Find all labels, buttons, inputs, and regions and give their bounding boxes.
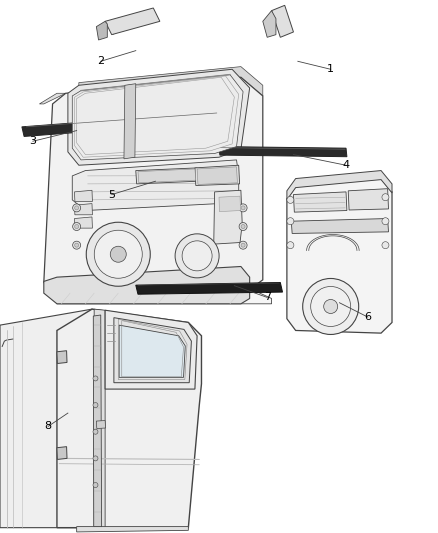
Polygon shape bbox=[57, 447, 67, 459]
Circle shape bbox=[239, 204, 247, 212]
Circle shape bbox=[311, 286, 351, 327]
Polygon shape bbox=[44, 266, 250, 304]
Circle shape bbox=[93, 429, 98, 434]
Polygon shape bbox=[57, 351, 67, 364]
Circle shape bbox=[73, 204, 81, 212]
Polygon shape bbox=[119, 325, 185, 377]
Circle shape bbox=[175, 234, 219, 278]
Text: 5: 5 bbox=[108, 190, 115, 199]
Polygon shape bbox=[105, 310, 197, 389]
Circle shape bbox=[73, 222, 81, 231]
Polygon shape bbox=[44, 77, 263, 296]
Text: 8: 8 bbox=[45, 422, 52, 431]
Circle shape bbox=[382, 217, 389, 225]
Circle shape bbox=[93, 482, 98, 488]
Polygon shape bbox=[272, 5, 293, 37]
Polygon shape bbox=[291, 219, 389, 233]
Circle shape bbox=[324, 300, 338, 313]
Polygon shape bbox=[22, 112, 221, 136]
Polygon shape bbox=[195, 165, 240, 185]
Polygon shape bbox=[74, 190, 92, 201]
Circle shape bbox=[86, 222, 150, 286]
Polygon shape bbox=[136, 282, 283, 294]
Circle shape bbox=[382, 241, 389, 249]
Polygon shape bbox=[197, 167, 237, 184]
Circle shape bbox=[93, 456, 98, 461]
Polygon shape bbox=[77, 527, 188, 532]
Polygon shape bbox=[57, 309, 201, 528]
Polygon shape bbox=[93, 315, 102, 527]
Circle shape bbox=[74, 206, 79, 210]
Polygon shape bbox=[136, 168, 198, 184]
Polygon shape bbox=[79, 67, 263, 96]
Polygon shape bbox=[74, 217, 92, 228]
Polygon shape bbox=[74, 204, 92, 215]
Polygon shape bbox=[138, 169, 196, 183]
Polygon shape bbox=[293, 192, 347, 212]
Circle shape bbox=[239, 222, 247, 231]
Polygon shape bbox=[287, 179, 392, 333]
Text: 3: 3 bbox=[29, 136, 36, 146]
Circle shape bbox=[239, 241, 247, 249]
Polygon shape bbox=[72, 75, 243, 160]
Text: 7: 7 bbox=[264, 293, 271, 302]
Circle shape bbox=[110, 246, 126, 262]
Polygon shape bbox=[287, 171, 392, 200]
Circle shape bbox=[93, 402, 98, 408]
Circle shape bbox=[74, 243, 79, 247]
Polygon shape bbox=[114, 318, 191, 383]
Polygon shape bbox=[348, 189, 389, 210]
Circle shape bbox=[74, 224, 79, 229]
Polygon shape bbox=[96, 421, 106, 429]
Circle shape bbox=[182, 241, 212, 271]
Text: 6: 6 bbox=[364, 312, 371, 322]
Polygon shape bbox=[214, 190, 242, 244]
Polygon shape bbox=[124, 84, 136, 159]
Polygon shape bbox=[94, 309, 105, 528]
Circle shape bbox=[93, 376, 98, 381]
Text: 4: 4 bbox=[343, 160, 350, 170]
Text: 2: 2 bbox=[97, 56, 104, 66]
Polygon shape bbox=[105, 8, 160, 35]
Polygon shape bbox=[263, 11, 276, 37]
Polygon shape bbox=[72, 160, 239, 211]
Circle shape bbox=[73, 241, 81, 249]
Polygon shape bbox=[68, 69, 250, 165]
Polygon shape bbox=[96, 21, 107, 40]
Polygon shape bbox=[219, 147, 347, 157]
Polygon shape bbox=[219, 196, 240, 212]
Circle shape bbox=[287, 196, 294, 204]
Circle shape bbox=[382, 193, 389, 201]
Circle shape bbox=[241, 243, 245, 247]
Circle shape bbox=[303, 278, 359, 335]
Text: 1: 1 bbox=[327, 64, 334, 74]
Polygon shape bbox=[0, 309, 125, 528]
Polygon shape bbox=[57, 282, 272, 304]
Polygon shape bbox=[39, 93, 66, 104]
Circle shape bbox=[287, 241, 294, 249]
Circle shape bbox=[241, 224, 245, 229]
Circle shape bbox=[241, 206, 245, 210]
Circle shape bbox=[94, 230, 142, 278]
Circle shape bbox=[287, 217, 294, 225]
